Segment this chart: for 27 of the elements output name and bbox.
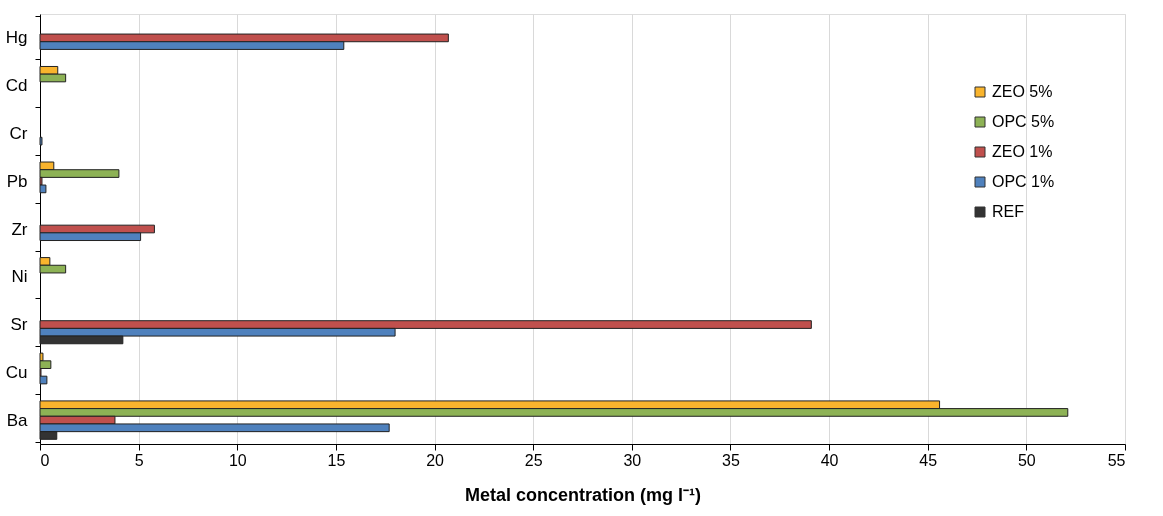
x-tick-label: 55 — [1107, 451, 1126, 469]
x-tick-label: 10 — [228, 451, 247, 469]
y-tick-label: Zr — [11, 219, 28, 239]
x-tick-label: 25 — [524, 451, 543, 469]
x-tick-label: 5 — [134, 451, 144, 469]
x-axis-title: Metal concentration (mg l⁻¹) — [464, 484, 702, 505]
x-tick-label: 40 — [820, 451, 839, 469]
legend-label: ZEO 1% — [992, 143, 1053, 160]
legend-label: OPC 5% — [992, 113, 1055, 130]
legend-label: ZEO 5% — [992, 83, 1053, 100]
y-tick-label: Sr — [10, 315, 28, 335]
y-tick-label: Hg — [5, 28, 28, 48]
y-tick-label: Cr — [9, 123, 28, 143]
x-tick-label: 30 — [623, 451, 642, 469]
x-tick-label: 45 — [919, 451, 938, 469]
y-tick-label: Cd — [5, 76, 28, 96]
y-tick-label: Cu — [5, 362, 28, 382]
x-tick-label: 20 — [426, 451, 445, 469]
y-tick-label: Ni — [11, 267, 28, 287]
legend-label: REF — [992, 203, 1025, 220]
x-tick-label: 35 — [722, 451, 740, 469]
y-tick-label: Pb — [6, 171, 28, 191]
x-tick-label: 15 — [327, 451, 346, 469]
x-tick-label: 0 — [40, 451, 50, 469]
legend-label: OPC 1% — [992, 173, 1055, 190]
y-tick-label: Ba — [6, 410, 29, 430]
x-tick-label: 50 — [1017, 451, 1036, 469]
